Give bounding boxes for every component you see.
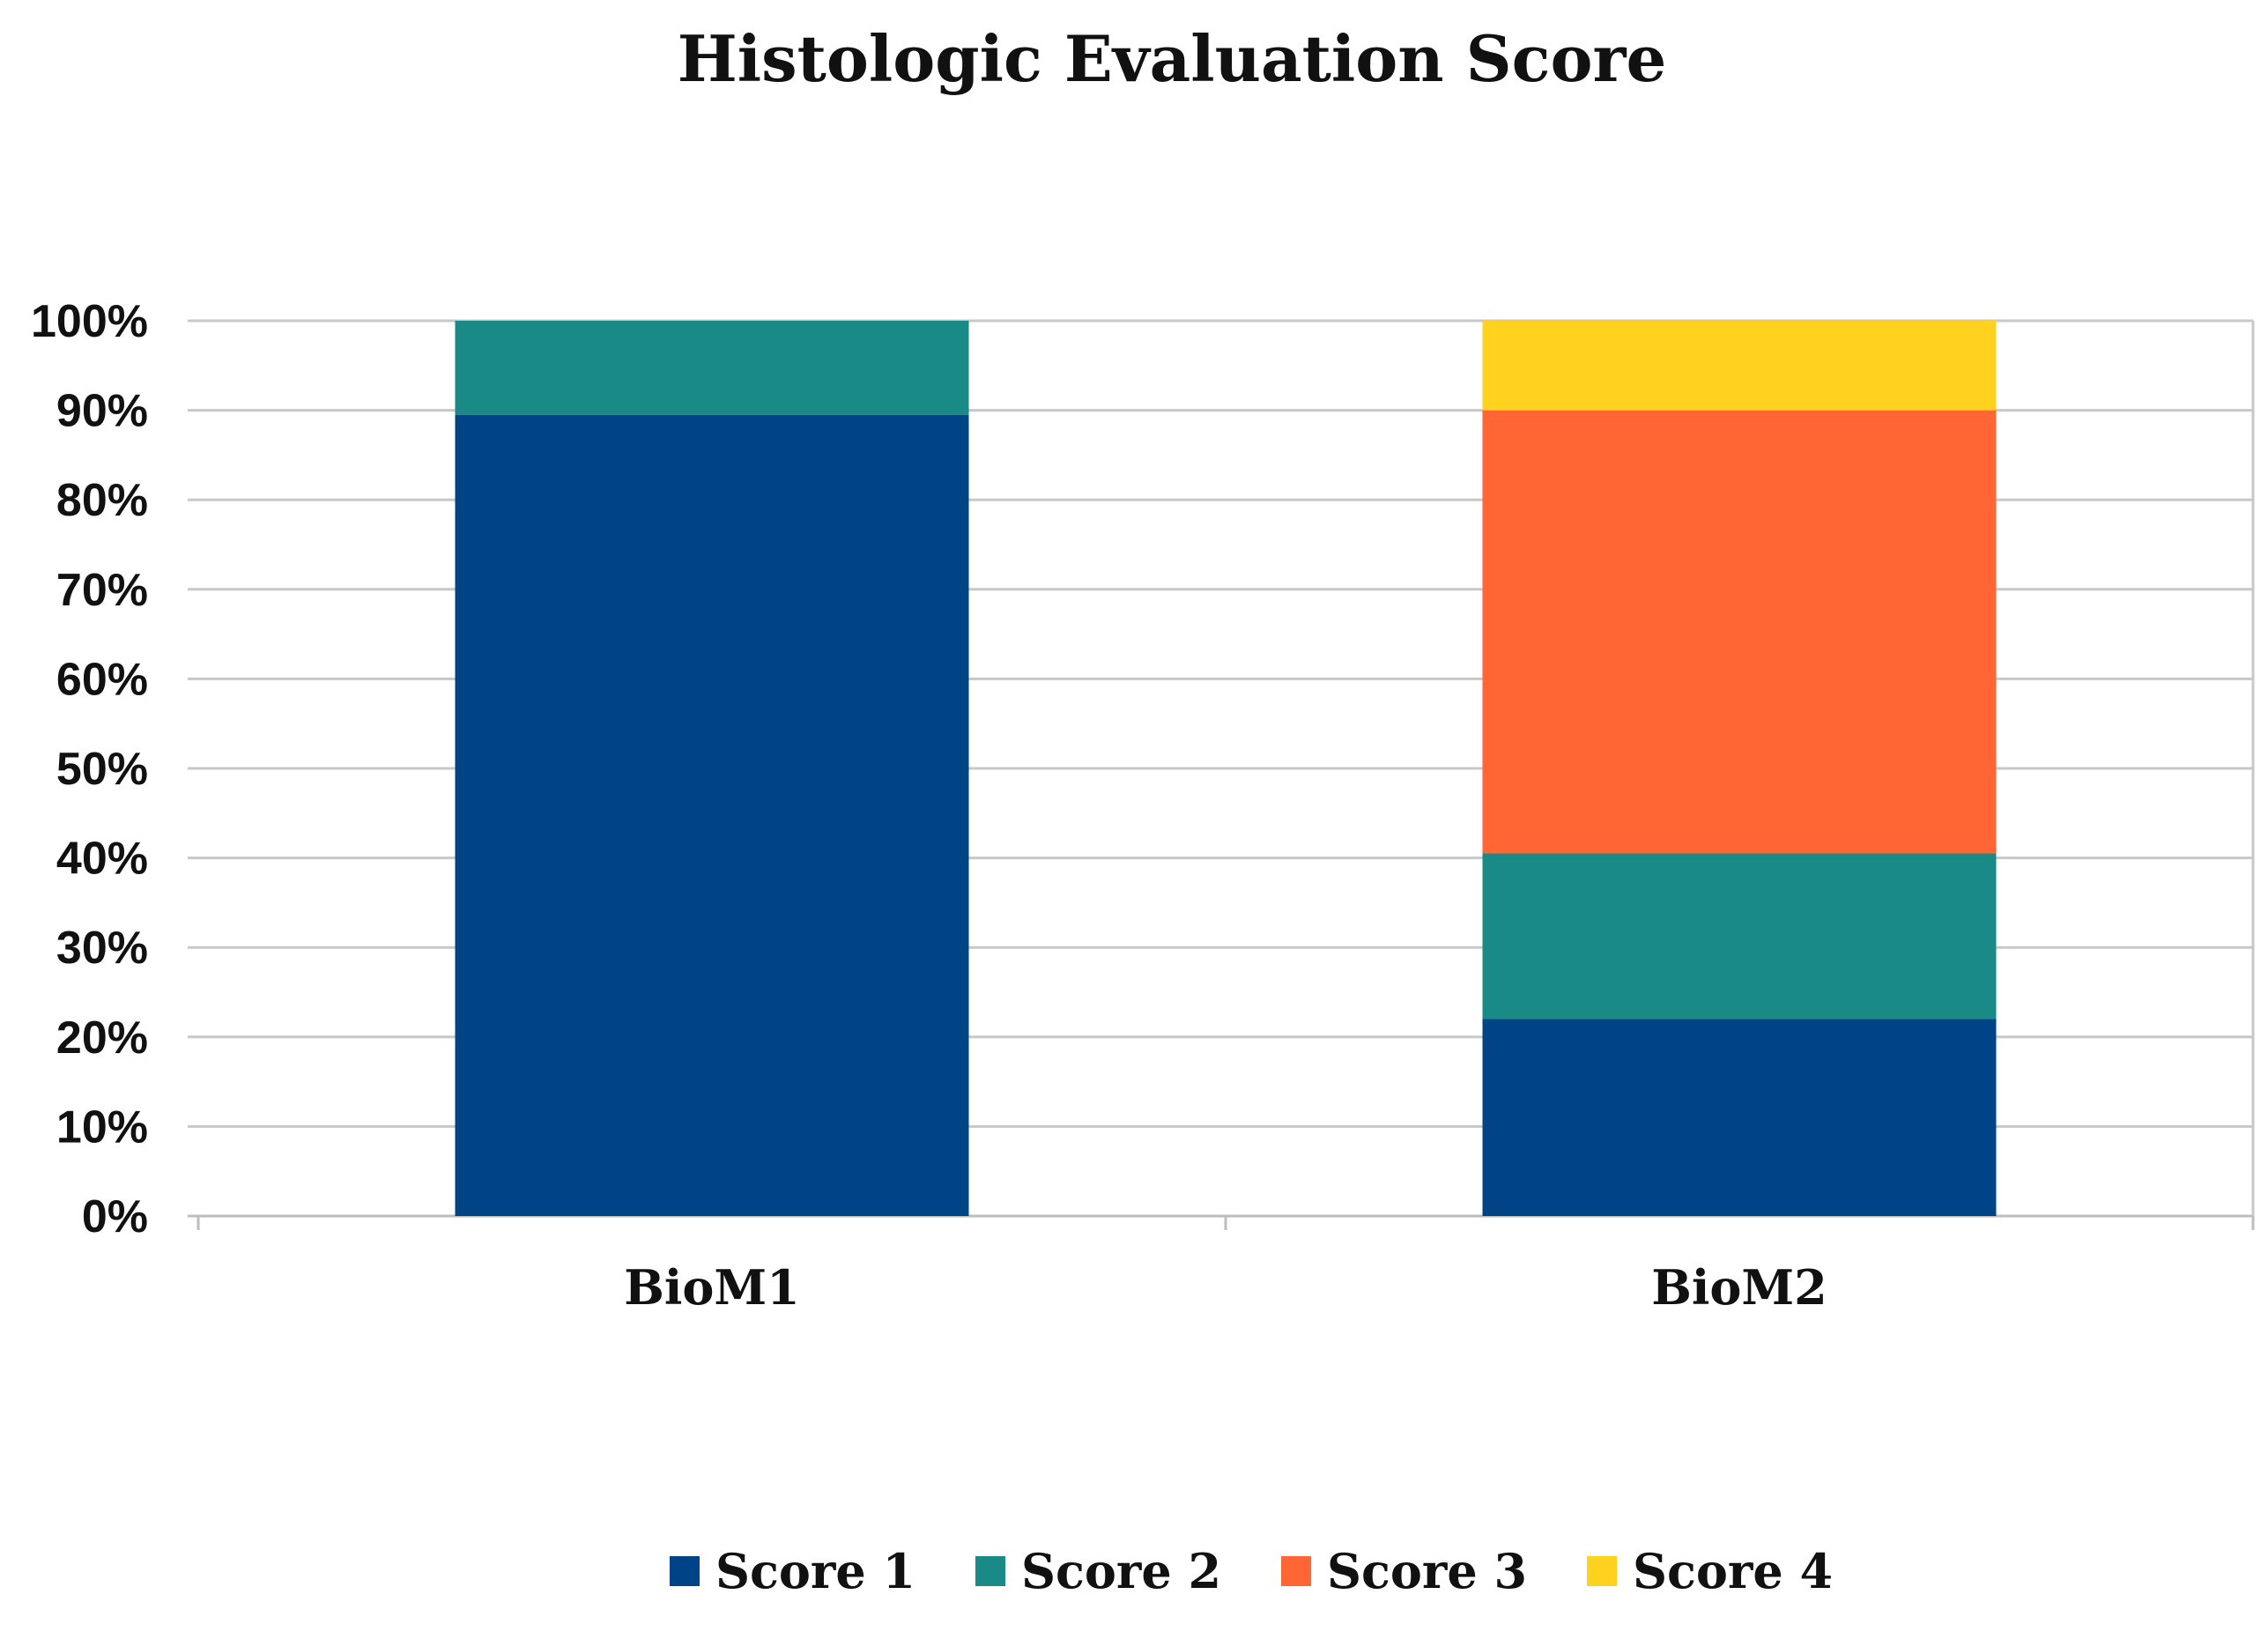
bar-segment [1482,321,1997,411]
legend-label: Score 1 [715,1543,915,1599]
x-axis-ticks: BioM1 BioM2 [624,1259,1827,1316]
y-tick-label: 50% [56,744,148,795]
bar-segment [1482,853,1997,1020]
bar-segment [455,414,969,1216]
bars [455,321,1997,1216]
y-axis-ticks: 0% 10% 20% 30% 40% 50% 60% 70% 80% 90% 100% [31,296,148,1242]
bar-segment [1482,1019,1997,1216]
legend: Score 1 Score 2 Score 3 Score 4 [670,1543,1833,1599]
y-tick-label: 20% [56,1012,148,1064]
bar-segment [1482,410,1997,854]
x-tick-label: BioM1 [624,1259,800,1316]
y-tick-label: 70% [56,565,148,616]
legend-swatch [670,1556,700,1586]
y-tick-label: 60% [56,654,148,705]
y-tick-label: 100% [31,296,148,347]
y-tick-label: 30% [56,923,148,974]
axes [196,321,2255,1230]
legend-label: Score 2 [1021,1543,1221,1599]
y-tick-label: 0% [82,1191,148,1242]
x-tick-label: BioM2 [1651,1259,1827,1316]
y-tick-label: 10% [56,1101,148,1153]
y-tick-label: 90% [56,386,148,437]
y-tick-label: 80% [56,475,148,526]
legend-swatch [1587,1556,1617,1586]
legend-label: Score 3 [1327,1543,1527,1599]
y-tick-label: 40% [56,834,148,885]
legend-label: Score 4 [1633,1543,1833,1599]
bar-segment [455,321,969,415]
chart-title: Histologic Evaluation Score [678,21,1667,96]
legend-swatch [1281,1556,1311,1586]
legend-swatch [975,1556,1005,1586]
